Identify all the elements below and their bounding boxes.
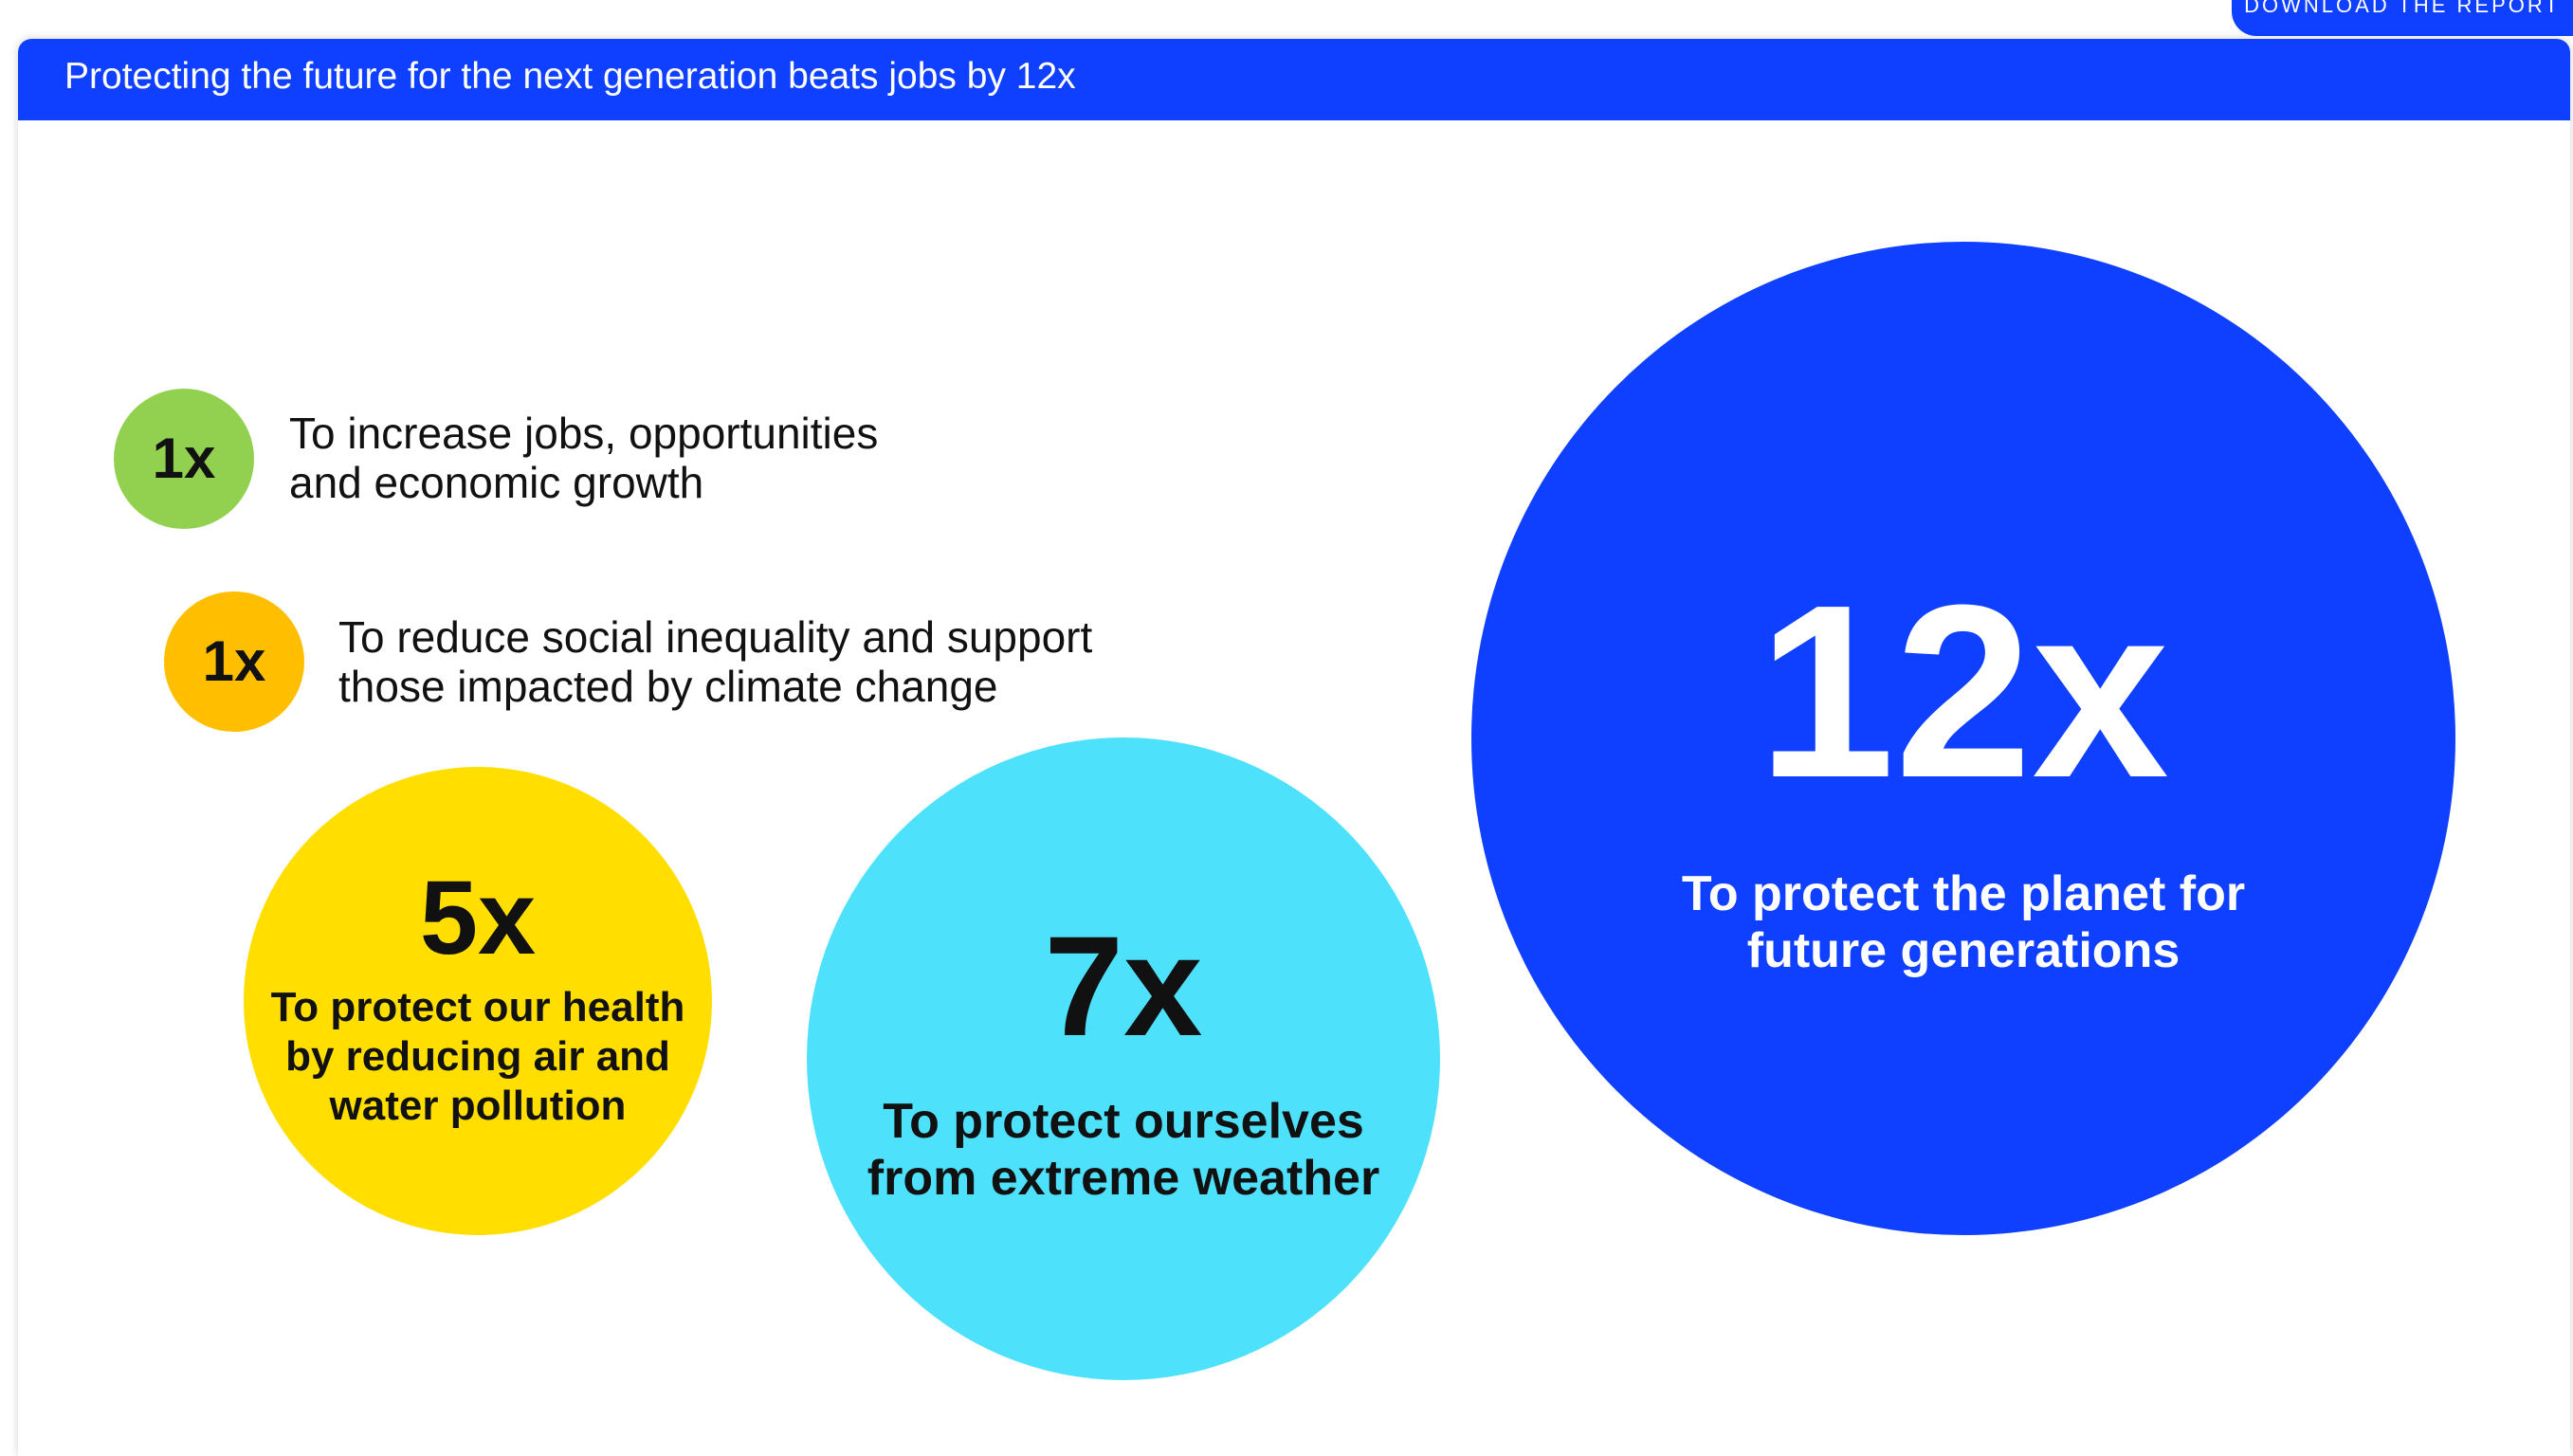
bubble-weather: 7x To protect ourselves from extreme wea… bbox=[807, 737, 1440, 1380]
bubble-inequality-label: To reduce social inequality and support … bbox=[338, 612, 1093, 711]
card-title: Protecting the future for the next gener… bbox=[64, 56, 1076, 97]
bubble-planet: 12x To protect the planet for future gen… bbox=[1471, 242, 2455, 1235]
infographic-card: Protecting the future for the next gener… bbox=[18, 39, 2570, 1456]
card-header: Protecting the future for the next gener… bbox=[18, 39, 2570, 120]
bubble-planet-label: To protect the planet for future generat… bbox=[1681, 866, 2246, 978]
bubble-health-label: To protect our health by reducing air an… bbox=[270, 984, 685, 1129]
download-report-button[interactable]: DOWNLOAD THE REPORT bbox=[2232, 0, 2573, 36]
bubble-health-multiplier: 5x bbox=[419, 860, 537, 976]
bubble-inequality-multiplier: 1x bbox=[202, 629, 266, 693]
bubble-jobs: 1x bbox=[114, 389, 254, 529]
bubble-weather-multiplier: 7x bbox=[1044, 906, 1203, 1065]
bubble-weather-label: To protect ourselves from extreme weathe… bbox=[867, 1094, 1380, 1206]
bubble-inequality: 1x bbox=[164, 592, 304, 732]
bubble-jobs-multiplier: 1x bbox=[152, 427, 216, 490]
bubble-health: 5x To protect our health by reducing air… bbox=[244, 767, 712, 1235]
bubble-planet-multiplier: 12x bbox=[1758, 555, 2169, 829]
bubble-jobs-label: To increase jobs, opportunities and econ… bbox=[289, 409, 879, 507]
